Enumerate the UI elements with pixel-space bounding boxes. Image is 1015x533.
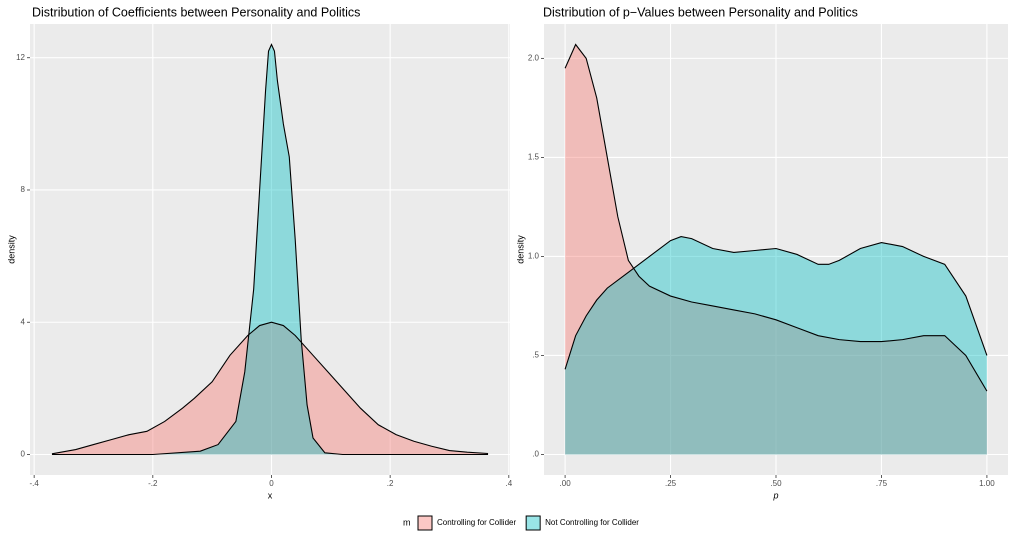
density-area [565,44,987,455]
x-tick-label: .2 [387,479,394,488]
y-tick-label: .5 [532,351,539,360]
y-axis-label: density [6,235,16,264]
x-tick-label: .4 [505,479,512,488]
legend-label: Controlling for Collider [437,518,516,527]
density-line [51,321,489,455]
x-axis-label: p [772,490,778,500]
legend-label: Not Controlling for Collider [545,518,639,527]
x-tick-label: -.2 [148,479,158,488]
density-line [564,236,988,370]
x-tick-label: 1.00 [979,479,995,488]
x-tick-label: .50 [770,479,782,488]
density-area [565,236,987,455]
y-tick-label: .0 [532,450,539,459]
density-area [51,322,489,455]
x-tick-label: -.4 [29,479,39,488]
x-axis-label: x [268,490,273,500]
legend-title: m [403,517,411,527]
density-area [51,44,489,455]
y-tick-label: 0 [21,450,26,459]
y-tick-label: 12 [16,53,25,62]
panel-background [30,24,510,475]
chart-title: Distribution of Coefficients between Per… [32,5,360,19]
density-line [564,43,988,392]
x-tick-label: .75 [876,479,888,488]
y-tick-label: 1.5 [528,153,540,162]
legend-key [525,515,541,531]
y-tick-label: 2.0 [528,53,540,62]
y-tick-label: 8 [21,185,26,194]
legend-key [417,515,433,531]
x-tick-label: .00 [560,479,572,488]
y-tick-label: 4 [21,317,26,326]
x-tick-label: 0 [269,479,274,488]
y-axis-label: density [515,235,525,264]
density-line [51,43,489,456]
y-tick-label: 1.0 [528,252,540,261]
x-tick-label: .25 [665,479,677,488]
chart-title: Distribution of p−Values between Persona… [543,5,858,19]
